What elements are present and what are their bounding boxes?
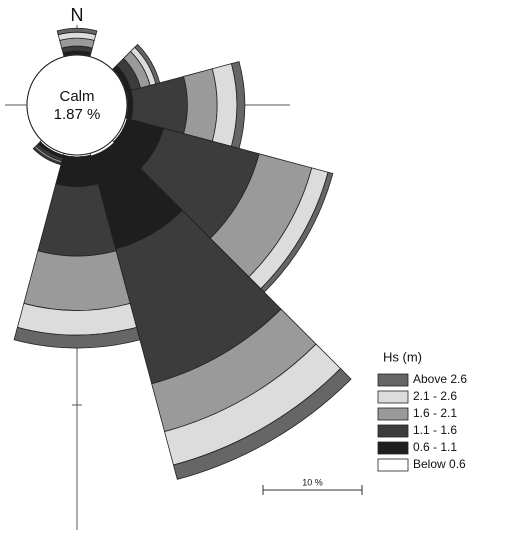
legend-swatch (377, 424, 409, 438)
rose-segment (183, 68, 218, 142)
rose-segment (23, 250, 131, 311)
rose-segment (13, 326, 141, 349)
legend-label: Above 2.6 (413, 372, 467, 386)
legend-swatch (377, 458, 409, 472)
calm-circle (26, 54, 128, 156)
rose-segment (172, 368, 352, 480)
legend-title: Hs (m) (383, 349, 422, 364)
legend-swatch (377, 441, 409, 455)
legend-label: 0.6 - 1.1 (413, 440, 457, 454)
calm-value: 1.87 % (54, 106, 101, 123)
scale-bar-label: 10 % (302, 477, 323, 487)
legend-swatch (377, 390, 409, 404)
rose-segment (32, 147, 62, 166)
legend-swatch (377, 407, 409, 421)
calm-label: Calm (59, 88, 94, 105)
legend-label: 1.1 - 1.6 (413, 423, 457, 437)
legend-swatch (377, 373, 409, 387)
legend-label: Below 0.6 (413, 457, 466, 471)
direction-label: N (71, 5, 84, 25)
legend-label: 1.6 - 2.1 (413, 406, 457, 420)
rose-segment (56, 27, 98, 36)
legend-label: 2.1 - 2.6 (413, 389, 457, 403)
